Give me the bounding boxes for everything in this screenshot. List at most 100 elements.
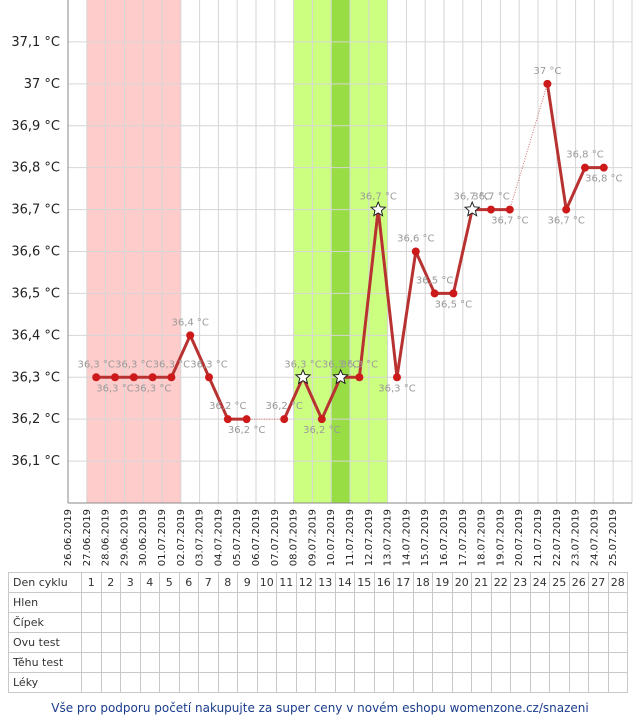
table-cell[interactable] <box>529 652 550 673</box>
table-cell[interactable] <box>471 632 492 653</box>
table-cell[interactable] <box>276 612 297 633</box>
table-cell[interactable] <box>549 672 570 693</box>
table-cell[interactable] <box>237 632 258 653</box>
table-cell[interactable] <box>334 612 355 633</box>
table-cell[interactable] <box>295 592 316 613</box>
table-cell[interactable] <box>393 592 414 613</box>
table-cell[interactable] <box>295 672 316 693</box>
table-cell[interactable] <box>393 672 414 693</box>
table-cell[interactable] <box>432 652 453 673</box>
table-cell[interactable] <box>568 632 589 653</box>
table-cell[interactable] <box>276 672 297 693</box>
table-cell[interactable] <box>256 592 277 613</box>
table-cell[interactable] <box>607 612 628 633</box>
table-cell[interactable] <box>139 652 160 673</box>
table-cell[interactable] <box>315 672 336 693</box>
table-cell[interactable] <box>178 632 199 653</box>
table-cell[interactable] <box>607 672 628 693</box>
footer-promo-link[interactable]: Vše pro podporu početí nakupujte za supe… <box>51 701 589 715</box>
table-cell[interactable] <box>393 652 414 673</box>
table-cell[interactable] <box>354 672 375 693</box>
table-cell[interactable] <box>295 612 316 633</box>
table-cell[interactable] <box>568 652 589 673</box>
table-cell[interactable] <box>510 652 531 673</box>
table-cell[interactable] <box>412 592 433 613</box>
table-cell[interactable] <box>100 592 121 613</box>
table-cell[interactable] <box>412 632 433 653</box>
table-cell[interactable] <box>334 652 355 673</box>
table-cell[interactable] <box>510 672 531 693</box>
table-cell[interactable] <box>549 632 570 653</box>
table-cell[interactable] <box>373 632 394 653</box>
table-cell[interactable] <box>490 652 511 673</box>
table-cell[interactable] <box>100 672 121 693</box>
table-cell[interactable] <box>451 652 472 673</box>
table-cell[interactable] <box>412 672 433 693</box>
table-cell[interactable] <box>295 632 316 653</box>
table-cell[interactable] <box>159 592 180 613</box>
table-cell[interactable] <box>471 672 492 693</box>
table-cell[interactable] <box>412 652 433 673</box>
table-cell[interactable] <box>237 592 258 613</box>
table-cell[interactable] <box>490 612 511 633</box>
table-cell[interactable] <box>120 652 141 673</box>
table-cell[interactable] <box>276 632 297 653</box>
table-cell[interactable] <box>237 612 258 633</box>
table-cell[interactable] <box>159 652 180 673</box>
table-cell[interactable] <box>256 632 277 653</box>
table-cell[interactable] <box>178 612 199 633</box>
table-cell[interactable] <box>412 612 433 633</box>
table-cell[interactable] <box>315 652 336 673</box>
table-cell[interactable] <box>237 652 258 673</box>
table-cell[interactable] <box>295 652 316 673</box>
table-cell[interactable] <box>568 612 589 633</box>
table-cell[interactable] <box>354 632 375 653</box>
table-cell[interactable] <box>373 672 394 693</box>
table-cell[interactable] <box>315 592 336 613</box>
table-cell[interactable] <box>373 652 394 673</box>
table-cell[interactable] <box>198 612 219 633</box>
table-cell[interactable] <box>178 592 199 613</box>
table-cell[interactable] <box>334 632 355 653</box>
table-cell[interactable] <box>120 672 141 693</box>
table-cell[interactable] <box>354 612 375 633</box>
table-cell[interactable] <box>217 672 238 693</box>
table-cell[interactable] <box>139 632 160 653</box>
table-cell[interactable] <box>81 592 102 613</box>
table-cell[interactable] <box>549 592 570 613</box>
table-cell[interactable] <box>510 592 531 613</box>
table-cell[interactable] <box>393 612 414 633</box>
table-cell[interactable] <box>120 612 141 633</box>
table-cell[interactable] <box>451 672 472 693</box>
table-cell[interactable] <box>529 612 550 633</box>
table-cell[interactable] <box>178 672 199 693</box>
table-cell[interactable] <box>451 612 472 633</box>
table-cell[interactable] <box>568 672 589 693</box>
table-cell[interactable] <box>198 632 219 653</box>
table-cell[interactable] <box>159 612 180 633</box>
table-cell[interactable] <box>471 652 492 673</box>
table-cell[interactable] <box>549 652 570 673</box>
table-cell[interactable] <box>451 592 472 613</box>
table-cell[interactable] <box>315 612 336 633</box>
table-cell[interactable] <box>334 592 355 613</box>
table-cell[interactable] <box>588 652 609 673</box>
table-cell[interactable] <box>237 672 258 693</box>
table-cell[interactable] <box>276 592 297 613</box>
table-cell[interactable] <box>334 672 355 693</box>
table-cell[interactable] <box>217 632 238 653</box>
table-cell[interactable] <box>217 612 238 633</box>
table-cell[interactable] <box>100 652 121 673</box>
table-cell[interactable] <box>529 632 550 653</box>
table-cell[interactable] <box>432 672 453 693</box>
table-cell[interactable] <box>159 672 180 693</box>
table-cell[interactable] <box>256 612 277 633</box>
table-cell[interactable] <box>471 612 492 633</box>
table-cell[interactable] <box>529 592 550 613</box>
table-cell[interactable] <box>217 652 238 673</box>
table-cell[interactable] <box>529 672 550 693</box>
table-cell[interactable] <box>139 672 160 693</box>
table-cell[interactable] <box>139 592 160 613</box>
table-cell[interactable] <box>120 632 141 653</box>
table-cell[interactable] <box>588 592 609 613</box>
